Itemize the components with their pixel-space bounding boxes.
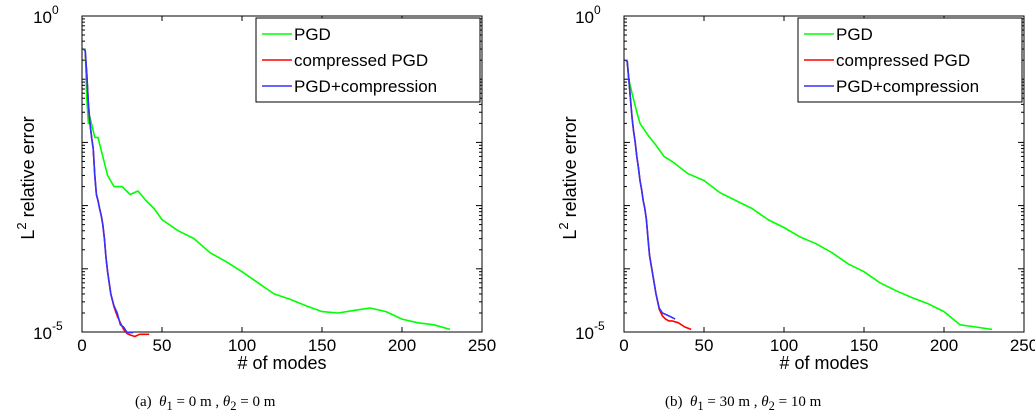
y-tick-label: 10 xyxy=(575,324,594,343)
y-axis-label: L2 relative error xyxy=(14,116,38,239)
legend-label: compressed PGD xyxy=(836,51,970,70)
legend-box xyxy=(797,17,1023,103)
legend-label: compressed PGD xyxy=(294,51,428,70)
y-tick-label: 10 xyxy=(33,324,52,343)
caption-label: (a) xyxy=(135,394,152,410)
theta2-value: = 0 m xyxy=(236,394,276,410)
y-tick-exponent: 0 xyxy=(594,3,601,17)
legend-label: PGD+compression xyxy=(836,77,979,96)
y-tick-label: 10 xyxy=(575,8,594,27)
y-tick-exponent: 0 xyxy=(52,3,59,17)
series-line xyxy=(82,48,134,334)
x-axis-label: # of modes xyxy=(779,353,868,373)
y-axis-label-superscript: 2 xyxy=(556,222,571,229)
y-axis-label-superscript: 2 xyxy=(14,222,29,229)
theta2-symbol: θ xyxy=(222,394,231,410)
x-tick-label: 200 xyxy=(930,336,958,355)
theta2-symbol: θ xyxy=(761,394,769,410)
theta2-subscript: 2 xyxy=(768,399,775,413)
legend: PGD compressed PGD PGD+compression xyxy=(255,17,481,103)
series-line xyxy=(83,48,451,331)
y-axis-label: L2 relative error xyxy=(556,116,580,239)
legend-label: PGD+compression xyxy=(294,77,437,96)
x-tick-label: 150 xyxy=(308,336,336,355)
caption-label: (b) xyxy=(665,394,683,410)
theta1-value: = 0 m , xyxy=(172,394,223,410)
theta1-value: = 30 m , xyxy=(703,394,762,410)
x-tick-label: 50 xyxy=(695,336,714,355)
theta1-subscript: 1 xyxy=(166,399,173,413)
legend: PGD compressed PGD PGD+compression xyxy=(797,17,1023,103)
x-tick-label: 50 xyxy=(153,336,172,355)
x-tick-label: 250 xyxy=(468,336,496,355)
theta1-symbol: θ xyxy=(690,394,698,410)
series-line xyxy=(625,59,993,331)
theta1-subscript: 1 xyxy=(697,399,704,413)
y-tick-exponent: -5 xyxy=(594,319,605,333)
legend-box xyxy=(255,17,481,103)
y-axis-label-base: L xyxy=(560,230,580,240)
x-tick-label: 200 xyxy=(388,336,416,355)
x-tick-label: 150 xyxy=(850,336,878,355)
x-axis-label: # of modes xyxy=(237,353,326,373)
caption-a: (a) θ1 = 0 m , θ2 = 0 m xyxy=(135,394,275,414)
y-axis-label-text: relative error xyxy=(560,116,580,222)
theta1-symbol: θ xyxy=(159,394,167,410)
legend-label: PGD xyxy=(836,25,873,44)
y-tick-label: 10 xyxy=(33,8,52,27)
x-tick-label: 250 xyxy=(1010,336,1035,355)
y-tick-exponent: -5 xyxy=(52,319,63,333)
x-tick-label: 0 xyxy=(77,336,86,355)
x-tick-label: 0 xyxy=(619,336,628,355)
y-axis-label-text: relative error xyxy=(18,116,38,222)
y-axis-label-base: L xyxy=(18,230,38,240)
theta2-subscript: 2 xyxy=(230,399,237,413)
x-tick-label: 100 xyxy=(770,336,798,355)
x-tick-label: 100 xyxy=(228,336,256,355)
caption-b: (b) θ1 = 30 m , θ2 = 10 m xyxy=(665,394,821,414)
legend-label: PGD xyxy=(294,25,331,44)
theta2-value: = 10 m xyxy=(774,394,822,410)
series-line xyxy=(625,59,676,320)
